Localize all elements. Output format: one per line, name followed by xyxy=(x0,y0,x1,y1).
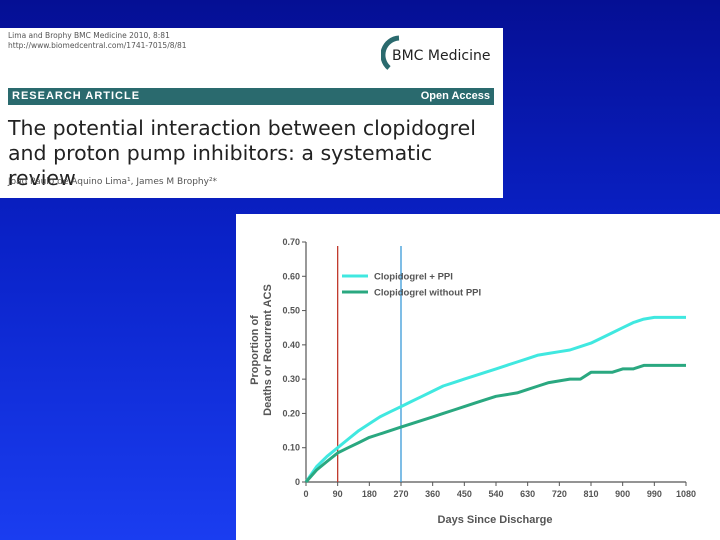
y-tick-label: 0 xyxy=(295,477,300,487)
article-title: The potential interaction between clopid… xyxy=(8,116,503,191)
x-tick-label: 1080 xyxy=(676,489,696,499)
x-tick-label: 990 xyxy=(647,489,662,499)
article-authors: Joao Paulo de Aquino Lima¹, James M Brop… xyxy=(8,177,218,187)
chart-legend: Clopidogrel + PPI Clopidogrel without PPI xyxy=(342,272,481,299)
reference-lines xyxy=(337,246,402,482)
article-header-image: Lima and Brophy BMC Medicine 2010, 8:81 … xyxy=(0,28,503,198)
legend-label: Clopidogrel without PPI xyxy=(374,288,481,299)
y-tick-label: 0.20 xyxy=(282,408,300,418)
x-tick-label: 720 xyxy=(552,489,567,499)
x-tick-label: 630 xyxy=(520,489,535,499)
x-axis-label: Days Since Discharge xyxy=(438,514,553,526)
x-tick-label: 900 xyxy=(615,489,630,499)
journal-name: BMC Medicine xyxy=(392,48,491,64)
x-tick-label: 180 xyxy=(362,489,377,499)
x-tick-label: 0 xyxy=(303,489,308,499)
x-tick-label: 270 xyxy=(393,489,408,499)
article-title-line: and proton pump inhibitors: a systematic… xyxy=(8,141,433,190)
citation-line: Lima and Brophy BMC Medicine 2010, 8:81 xyxy=(8,31,170,40)
y-tick-label: 0.50 xyxy=(282,306,300,316)
section-label: RESEARCH ARTICLE xyxy=(12,90,141,102)
x-tick-label: 810 xyxy=(583,489,598,499)
x-tick-label: 90 xyxy=(333,489,343,499)
article-title-line: The potential interaction between clopid… xyxy=(8,116,476,140)
x-tick-label: 360 xyxy=(425,489,440,499)
y-tick-label: 0.10 xyxy=(282,443,300,453)
chart-panel: 0 90 180 270 360 450 540 630 720 810 900 990 1080 0 0.… xyxy=(236,214,720,540)
y-axis-label: Proportion of xyxy=(249,315,261,385)
legend-label: Clopidogrel + PPI xyxy=(374,272,453,283)
y-tick-label: 0.60 xyxy=(282,271,300,281)
chart-series xyxy=(304,315,686,483)
y-tick-label: 0.30 xyxy=(282,374,300,384)
series-line xyxy=(304,363,686,483)
chart-axes: 0 90 180 270 360 450 540 630 720 810 900 990 1080 0 0.… xyxy=(282,237,696,499)
series-line xyxy=(304,315,686,483)
bmc-logo-icon xyxy=(381,35,400,70)
section-bar: RESEARCH ARTICLE Open Access xyxy=(8,88,494,105)
kaplan-meier-chart: 0 90 180 270 360 450 540 630 720 810 900 990 1080 0 0.… xyxy=(249,237,696,526)
x-tick-label: 450 xyxy=(457,489,472,499)
x-tick-label: 540 xyxy=(488,489,503,499)
access-label: Open Access xyxy=(420,90,490,102)
y-axis-label: Deaths or Recurrent ACS xyxy=(262,284,274,416)
y-tick-label: 0.40 xyxy=(282,340,300,350)
citation-url: http://www.biomedcentral.com/1741-7015/8… xyxy=(8,41,187,50)
y-tick-label: 0.70 xyxy=(282,237,300,247)
